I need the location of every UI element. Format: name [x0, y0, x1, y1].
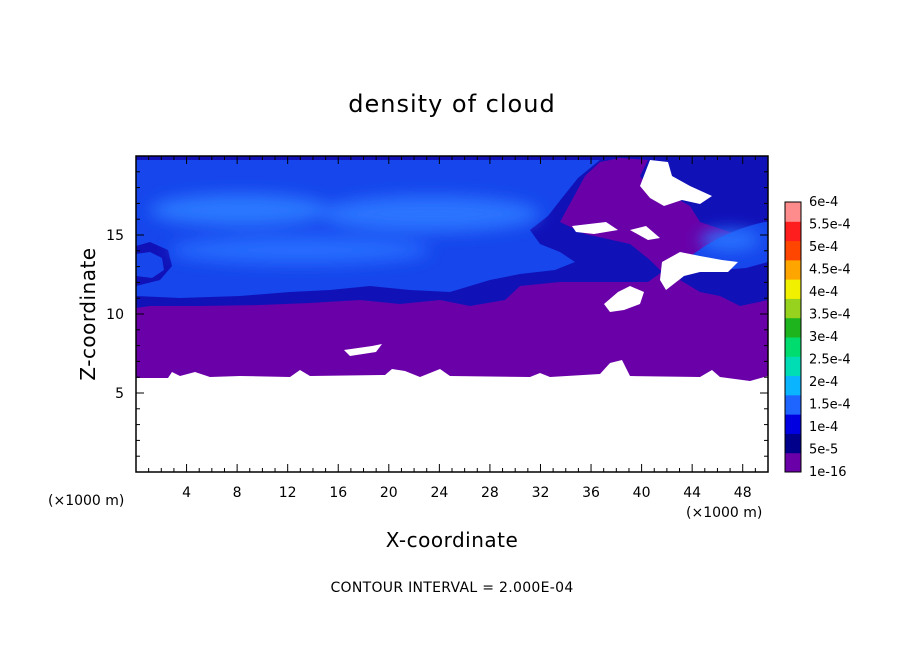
x-tick-label: 12: [279, 485, 297, 501]
x-tick-label: 8: [233, 485, 242, 501]
y-tick-label: 15: [106, 228, 124, 244]
contour-interval-label: CONTOUR INTERVAL = 2.000E-04: [330, 580, 573, 596]
colorbar-segment: [785, 356, 801, 377]
colorbar-segment: [785, 221, 801, 242]
x-tick-label: 16: [329, 485, 347, 501]
chart-title: density of cloud: [348, 90, 555, 118]
x-axis-unit-right: (×1000 m): [686, 505, 762, 521]
colorbar-label: 5.5e-4: [809, 218, 851, 233]
colorbar-segment: [785, 337, 801, 357]
x-tick-label: 44: [683, 485, 701, 501]
plot-area: [136, 156, 768, 472]
y-axis-ticks: 5 10 15: [106, 171, 768, 457]
x-axis-unit-left: (×1000 m): [48, 493, 124, 509]
colorbar-segment: [785, 433, 801, 454]
x-tick-label: 40: [633, 485, 651, 501]
gap-regions: [344, 160, 738, 356]
colorbar-segment: [785, 298, 801, 319]
y-axis-title: Z-coordinate: [76, 247, 100, 380]
colorbar-segment: [785, 279, 801, 299]
colorbar-segment: [785, 394, 801, 415]
colorbar-label: 5e-4: [809, 240, 838, 255]
y-tick-label: 5: [115, 386, 124, 402]
x-axis-ticks: 4 8 12 16 20 24 28 32 36 40 44 48: [148, 156, 756, 501]
colorbar-label: 4.5e-4: [809, 263, 851, 278]
colorbar-label: 1.5e-4: [809, 398, 851, 413]
colorbar-label: 5e-5: [809, 443, 838, 458]
colorbar: 1e-16 5e-5 1e-4 1.5e-4 2e-4 2.5e-4 3e-4 3.5e-4 4…: [784, 195, 851, 480]
x-tick-label: 4: [182, 485, 191, 501]
colorbar-label: 1e-16: [809, 465, 847, 480]
x-axis-title: X-coordinate: [386, 528, 519, 552]
colorbar-segment: [785, 375, 801, 396]
colorbar-frame: [784, 201, 802, 473]
colorbar-segment: [785, 452, 801, 473]
colorbar-segment: [785, 414, 801, 434]
medium-density-region: [136, 156, 768, 308]
colorbar-label: 4e-4: [809, 285, 838, 300]
x-tick-label: 20: [380, 485, 398, 501]
x-tick-label: 36: [582, 485, 600, 501]
x-tick-label: 32: [532, 485, 550, 501]
colorbar-label: 3.5e-4: [809, 308, 851, 323]
y-tick-label: 10: [106, 307, 124, 323]
x-tick-label: 24: [430, 485, 448, 501]
x-tick-label: 28: [481, 485, 499, 501]
colorbar-label: 2e-4: [809, 375, 838, 390]
colorbar-segment: [785, 259, 801, 280]
colorbar-segment: [785, 240, 801, 261]
colorbar-segment: [785, 317, 801, 338]
colorbar-segment: [785, 202, 801, 222]
x-tick-label: 48: [734, 485, 752, 501]
colorbar-label: 2.5e-4: [809, 353, 851, 368]
colorbar-label: 3e-4: [809, 330, 838, 345]
colorbar-label: 1e-4: [809, 420, 838, 435]
colorbar-label: 6e-4: [809, 195, 838, 210]
